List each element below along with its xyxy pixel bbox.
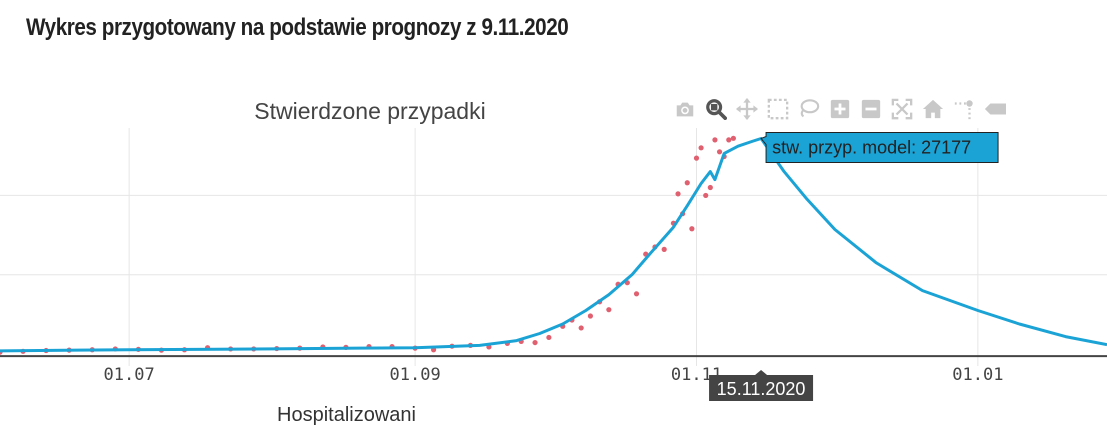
tooltip-box (760, 131, 999, 163)
box-select-icon[interactable] (765, 96, 791, 122)
zoom-out-icon[interactable] (858, 96, 884, 122)
observed-point[interactable] (726, 137, 732, 143)
spike-lines-icon[interactable] (951, 96, 977, 122)
cases-chart[interactable]: Stwierdzone przypadki 01.07 01.09 01.11 01.… (0, 0, 1107, 417)
observed-point[interactable] (532, 339, 538, 346)
x-tick-label: 01.07 (104, 365, 155, 385)
observed-point[interactable] (661, 246, 667, 252)
autoscale-icon[interactable] (889, 96, 915, 122)
hover-tooltip: stw. przyp. model: 27177 (760, 131, 999, 163)
observed-point[interactable] (606, 307, 612, 313)
model-line[interactable] (0, 137, 1107, 353)
zoom-icon[interactable] (703, 96, 729, 122)
hover-x-text: 15.11.2020 (717, 379, 806, 399)
x-tick-label: 01.01 (952, 365, 1003, 385)
observed-points[interactable] (0, 135, 736, 355)
chart-grid (0, 128, 1107, 366)
hover-x-box (709, 370, 814, 401)
chart-title: Stwierdzone przypadki (254, 98, 485, 124)
camera-icon[interactable] (672, 96, 698, 122)
chart-toolbar (672, 96, 1013, 122)
observed-point[interactable] (707, 184, 713, 191)
observed-point[interactable] (675, 191, 681, 197)
next-chart-title: Hospitalizowani (277, 404, 416, 426)
reset-axes-icon[interactable] (920, 96, 946, 122)
observed-point[interactable] (689, 226, 695, 232)
x-tick-label: 01.09 (390, 365, 441, 385)
page-heading: Wykres przygotowany na podstawie prognoz… (26, 14, 569, 41)
observed-point[interactable] (703, 192, 709, 199)
x-axis-ticks: 01.07 01.09 01.11 01.01 (104, 365, 1004, 385)
observed-point[interactable] (698, 145, 704, 151)
observed-point[interactable] (716, 149, 723, 155)
observed-point[interactable] (684, 180, 690, 186)
observed-point[interactable] (712, 137, 718, 143)
lasso-select-icon[interactable] (796, 96, 822, 122)
compare-hover-icon[interactable] (982, 96, 1008, 122)
observed-point[interactable] (587, 313, 594, 319)
observed-point[interactable] (578, 325, 584, 331)
hover-x-label: 15.11.2020 (709, 370, 814, 401)
zoom-in-icon[interactable] (827, 96, 853, 122)
observed-point[interactable] (730, 135, 736, 141)
observed-point[interactable] (693, 155, 700, 161)
tooltip-label: stw. przyp. model: 27177 (772, 137, 971, 157)
observed-point[interactable] (633, 291, 640, 297)
pan-icon[interactable] (734, 96, 760, 122)
observed-point[interactable] (546, 334, 552, 341)
